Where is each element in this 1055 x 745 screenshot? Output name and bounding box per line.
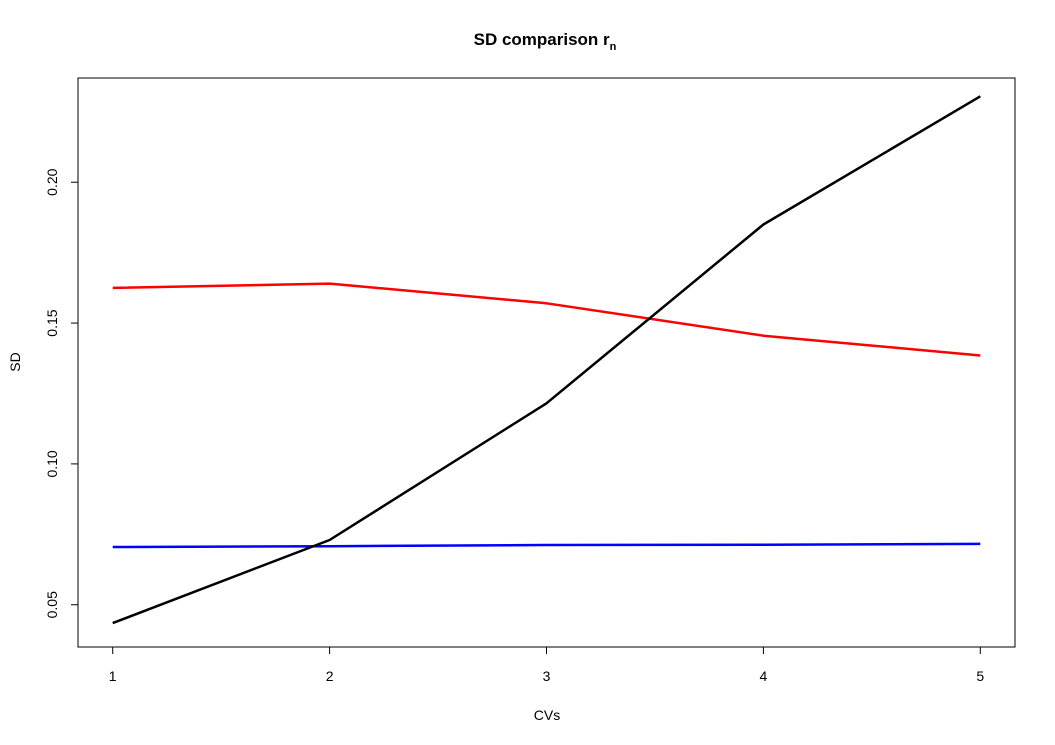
- chart-title: SD comparison rn: [474, 30, 617, 53]
- x-axis-label: CVs: [534, 707, 560, 723]
- series-line-1: [112, 282, 981, 357]
- x-tick-label: 5: [976, 668, 984, 684]
- series-line-3: [112, 95, 981, 625]
- chart-title-subscript: n: [610, 41, 617, 53]
- chart-title-text: SD comparison r: [474, 30, 610, 49]
- y-tick-label: 0.20: [44, 168, 60, 195]
- plot-frame: [77, 77, 1016, 648]
- x-axis: 1 2 3 4 5: [109, 646, 984, 684]
- x-tick-label: 2: [326, 668, 334, 684]
- series-line-2: [112, 542, 981, 549]
- x-tick-label: 1: [109, 668, 117, 684]
- y-axis: 0.05 0.10 0.15 0.20: [44, 168, 79, 618]
- y-tick-label: 0.10: [44, 450, 60, 477]
- x-tick-label: 4: [759, 668, 767, 684]
- series-layer: [112, 95, 981, 625]
- y-tick-label: 0.15: [44, 309, 60, 336]
- y-axis-label: SD: [7, 352, 23, 371]
- x-tick-label: 3: [543, 668, 551, 684]
- y-tick-label: 0.05: [44, 591, 60, 618]
